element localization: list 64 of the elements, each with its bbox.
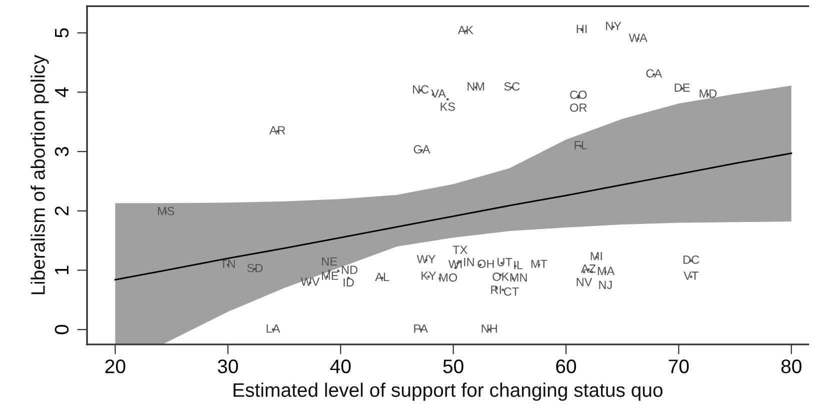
data-label: SD [247,264,263,272]
data-label: VT [684,272,698,280]
data-label: PA [414,324,428,333]
x-tick-label: 80 [781,359,802,374]
data-label: RI [491,286,501,294]
x-tick-label: 60 [556,359,576,374]
data-label: DC [684,256,700,264]
data-label: NH [482,324,497,333]
data-label: CO [570,90,587,99]
data-label: MN [510,273,527,282]
data-label: AL [375,272,390,281]
data-label: AZ [581,264,596,273]
x-tick-label: 20 [105,359,126,374]
data-label: NY [606,22,622,30]
y-axis-title: Liberalism of abortion policy [30,54,49,294]
x-tick-label: 40 [330,359,351,374]
data-label: LA [266,324,280,333]
data-label: AR [269,126,286,134]
y-tick-label: 0 [54,324,69,334]
y-tick-label: 4 [55,87,68,98]
data-label: CA [646,69,662,78]
data-label: IN [464,258,474,266]
data-label: VA [431,90,446,98]
data-label: DE [674,84,690,92]
data-label: WY [416,255,436,264]
data-label: UT [498,258,512,266]
data-label: NE [322,257,338,266]
data-label: HI [576,24,587,33]
x-tick-label: 50 [443,359,464,374]
point [446,98,449,101]
data-label: ID [344,278,354,287]
data-label: NV [576,278,592,286]
data-label: WV [300,278,320,286]
data-label: FL [574,141,588,150]
data-label: MT [531,260,548,268]
data-label: OH [478,260,494,268]
data-label: CT [504,287,519,296]
y-tick-label: 1 [55,266,68,274]
y-tick-label: 5 [55,28,69,38]
data-label: MD [700,90,717,98]
data-label: AK [458,26,474,34]
data-label: TN [220,260,235,268]
y-tick-label: 2 [54,206,68,216]
x-tick-label: 70 [668,359,689,374]
data-label: MO [440,273,458,282]
data-label: GA [414,145,430,154]
data-label: OR [570,103,587,112]
data-label: ND [342,266,358,274]
data-label: KY [422,272,436,280]
data-label: MA [598,266,615,276]
data-label: NJ [599,280,612,290]
data-label: WA [628,34,648,42]
x-tick-label: 30 [218,359,238,374]
data-label: MI [590,252,602,260]
data-label: TX [452,246,468,254]
y-tick-label: 3 [54,146,69,156]
data-label: KS [440,102,455,111]
data-label: NM [468,82,484,90]
data-label: MS [158,206,174,216]
data-label: ME [322,272,338,280]
data-label: SC [504,82,520,91]
data-label: NC [413,85,429,94]
x-axis-title: Estimated level of support for changing status quo [234,382,662,401]
data-label: OK [492,272,510,281]
